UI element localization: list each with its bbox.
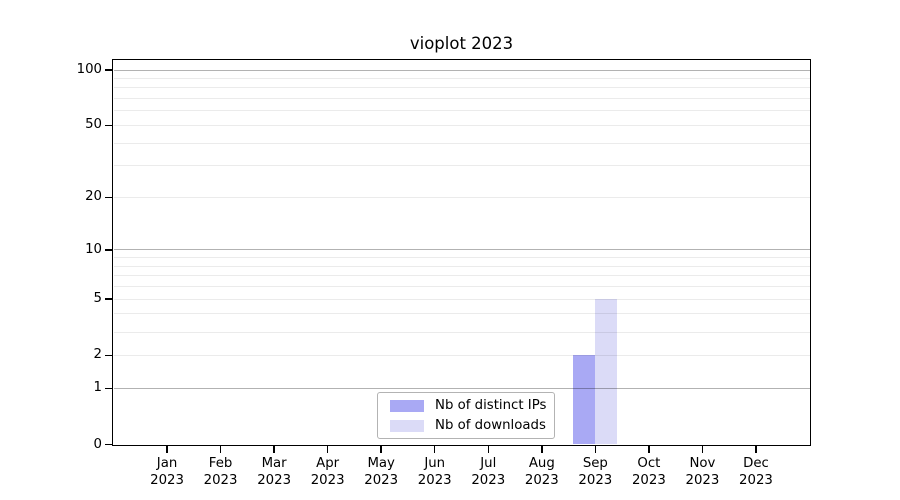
y-tick-label: 2 xyxy=(93,347,102,363)
x-tick xyxy=(219,445,222,453)
x-tick xyxy=(487,445,490,453)
x-tick-label: Jul 2023 xyxy=(471,456,506,488)
legend: Nb of distinct IPs Nb of downloads xyxy=(377,392,555,439)
x-tick-label: Aug 2023 xyxy=(524,456,559,488)
x-tick-label: Apr 2023 xyxy=(310,456,345,488)
y-tick xyxy=(105,443,112,446)
minor-gridline xyxy=(113,77,810,79)
minor-gridline xyxy=(113,298,810,300)
x-tick xyxy=(326,445,329,453)
minor-gridline xyxy=(113,286,810,288)
x-tick-label: May 2023 xyxy=(364,456,399,488)
minor-gridline xyxy=(113,142,810,144)
y-tick xyxy=(105,124,112,127)
y-tick-label: 100 xyxy=(76,62,102,77)
x-tick-label: Nov 2023 xyxy=(685,456,720,488)
y-tick xyxy=(105,196,112,199)
bar-sep-series0 xyxy=(573,355,596,445)
legend-swatch xyxy=(390,399,424,412)
y-tick-label: 10 xyxy=(85,241,102,257)
minor-gridline xyxy=(113,257,810,259)
legend-entry: Nb of downloads xyxy=(390,416,554,436)
minor-gridline xyxy=(113,331,810,333)
legend-swatch xyxy=(390,419,424,432)
y-tick xyxy=(105,249,112,251)
x-tick-label: Jun 2023 xyxy=(417,456,452,488)
minor-gridline xyxy=(113,87,810,89)
x-tick-label: Jan 2023 xyxy=(150,456,184,488)
x-tick-label: Oct 2023 xyxy=(631,456,666,488)
major-gridline xyxy=(113,249,810,251)
x-tick-label: Sep 2023 xyxy=(578,456,613,488)
y-tick-label: 50 xyxy=(85,117,102,133)
minor-gridline xyxy=(113,354,810,356)
minor-gridline xyxy=(113,98,810,100)
minor-gridline xyxy=(113,124,810,126)
major-gridline xyxy=(113,69,810,71)
y-tick xyxy=(105,354,112,357)
x-tick xyxy=(541,445,543,453)
x-tick xyxy=(755,445,757,453)
minor-gridline xyxy=(113,196,810,198)
major-gridline xyxy=(113,387,810,389)
x-tick xyxy=(380,445,382,453)
plot-area xyxy=(113,60,810,445)
x-tick-label: Dec 2023 xyxy=(739,456,773,488)
chart-title: vioplot 2023 xyxy=(409,34,514,53)
x-tick xyxy=(648,445,650,453)
y-tick xyxy=(105,387,112,389)
y-tick xyxy=(105,298,112,300)
x-tick-label: Feb 2023 xyxy=(203,456,238,488)
y-tick-label: 1 xyxy=(93,380,102,396)
y-tick-label: 0 xyxy=(93,436,102,452)
x-tick xyxy=(594,445,597,453)
minor-gridline xyxy=(113,265,810,267)
x-tick-label: Mar 2023 xyxy=(257,456,292,488)
x-tick xyxy=(701,445,704,453)
minor-gridline xyxy=(113,165,810,167)
bar-sep-series1 xyxy=(595,299,618,445)
y-tick-label: 20 xyxy=(85,189,102,205)
minor-gridline xyxy=(113,313,810,315)
x-tick xyxy=(433,445,436,453)
x-tick xyxy=(273,445,275,453)
legend-label: Nb of distinct IPs xyxy=(435,397,547,413)
minor-gridline xyxy=(113,275,810,277)
minor-gridline xyxy=(113,110,810,112)
legend-entry: Nb of distinct IPs xyxy=(390,396,554,416)
legend-label: Nb of downloads xyxy=(435,417,546,433)
y-tick-label: 5 xyxy=(93,291,102,307)
x-tick xyxy=(166,445,168,453)
y-tick xyxy=(105,69,112,71)
